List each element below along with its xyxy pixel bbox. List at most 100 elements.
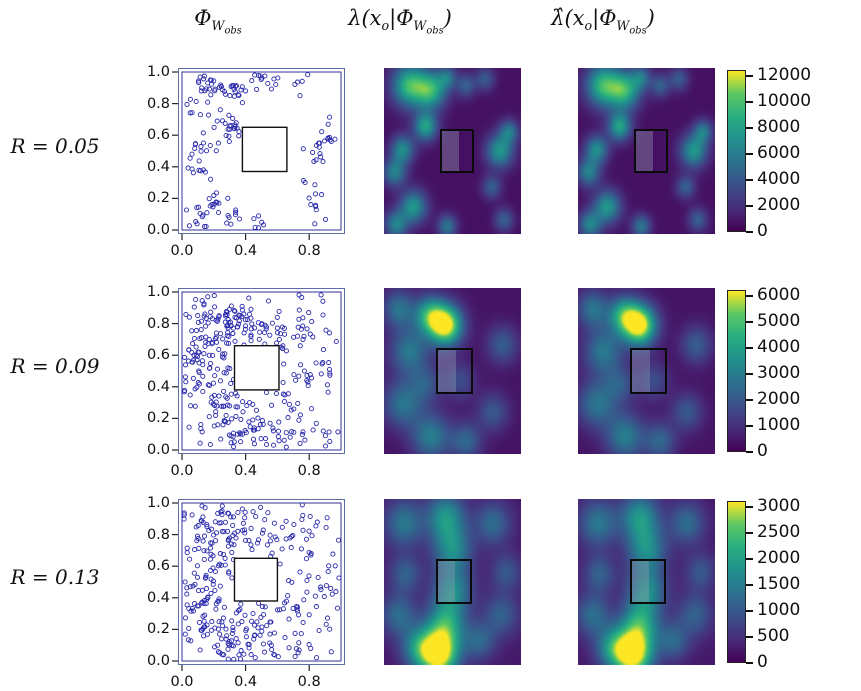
colorbar-tick xyxy=(746,399,753,402)
heatmap-lambda-hat xyxy=(578,499,715,665)
col-header-lambda-hat: λ̂(xo|ΦWobs) xyxy=(551,6,655,37)
y-tick-label: 1.0 xyxy=(146,495,170,511)
window-square-shade xyxy=(442,131,459,171)
colorbar-tick-label: 1000 xyxy=(757,600,801,621)
colorbar-tick xyxy=(746,373,753,376)
colorbar-tick-label: 4000 xyxy=(757,337,801,358)
colorbar-tick-label: 1500 xyxy=(757,574,801,595)
window-square-shade xyxy=(636,131,653,171)
x-tick-label: 0.4 xyxy=(234,463,258,479)
colorbar-gradient xyxy=(727,501,746,663)
colorbar-tick-label: 2000 xyxy=(757,389,801,410)
y-tick-label: 1.0 xyxy=(146,64,170,80)
colorbar-tick-label: 8000 xyxy=(757,117,801,138)
window-square-shade xyxy=(438,349,457,393)
intensity-canvas xyxy=(578,288,715,454)
heatmap-lambda xyxy=(384,68,521,234)
colorbar-tick xyxy=(746,584,753,587)
colorbar-tick-label: 2000 xyxy=(757,548,801,569)
window-square xyxy=(436,347,474,395)
x-tick-label: 0.8 xyxy=(297,463,321,479)
intensity-canvas xyxy=(578,68,715,234)
colorbar-tick xyxy=(746,179,753,182)
y-tick-label: 0.4 xyxy=(146,158,170,175)
y-tick-label: 0.8 xyxy=(146,95,170,112)
col-header-phi: ΦWobs xyxy=(128,6,308,40)
x-tick-label: 0.4 xyxy=(234,674,258,690)
window-square xyxy=(436,558,472,604)
colorbar-tick xyxy=(746,127,753,130)
window-square-shade xyxy=(438,560,456,602)
colorbar-tick xyxy=(746,451,753,453)
intensity-canvas xyxy=(578,499,715,665)
point-pattern-plot xyxy=(172,499,345,671)
colorbar-tick xyxy=(746,347,753,350)
window-square xyxy=(634,129,669,173)
y-tick-label: 0.2 xyxy=(146,410,170,427)
colorbar-tick-label: 0 xyxy=(757,221,768,241)
phi-symbol: Φ xyxy=(194,6,212,30)
colorbar-tick-label: 4000 xyxy=(757,169,801,190)
colorbar-tick xyxy=(746,532,753,535)
colorbar-tick xyxy=(746,321,753,324)
figure-row: R = 0.09 1.0 0.8 0.6 0.4 0.2 0.0 0.0 0.4 0.8 6000… xyxy=(0,284,861,503)
colorbar-tick-label: 5000 xyxy=(757,311,801,332)
colorbar-tick xyxy=(746,425,753,428)
figure-row: R = 0.05 1.0 0.8 0.6 0.4 0.2 0.0 0.0 0.4 0.8 1200… xyxy=(0,64,861,283)
colorbar-tick-label: 2500 xyxy=(757,522,801,543)
colorbar-tick xyxy=(746,506,753,509)
colorbar-tick-label: 6000 xyxy=(757,143,801,164)
colorbar-gradient xyxy=(727,70,746,232)
heatmap-lambda xyxy=(384,288,521,454)
y-tick-label: 0.0 xyxy=(146,442,170,458)
colorbar-tick-label: 1000 xyxy=(757,415,801,436)
window-square xyxy=(630,558,666,604)
colorbar-tick xyxy=(746,558,753,561)
colorbar-tick-label: 10000 xyxy=(757,91,812,112)
y-tick-label: 0.6 xyxy=(146,558,170,575)
x-tick-label: 0.8 xyxy=(297,243,321,259)
x-tick-label: 0.8 xyxy=(297,674,321,690)
y-tick-label: 0.2 xyxy=(146,190,170,207)
colorbar-gradient xyxy=(727,290,746,452)
window-square xyxy=(630,347,668,395)
colorbar-tick-label: 2000 xyxy=(757,195,801,216)
y-tick-label: 0.4 xyxy=(146,589,170,606)
y-tick-label: 0.8 xyxy=(146,526,170,543)
y-tick-label: 0.6 xyxy=(146,127,170,144)
y-tick-label: 0.0 xyxy=(146,653,170,669)
window-square xyxy=(440,129,475,173)
colorbar-tick-label: 0 xyxy=(757,441,768,461)
intensity-canvas xyxy=(384,499,521,665)
point-pattern-plot xyxy=(172,68,345,240)
colorbar-tick-label: 0 xyxy=(757,652,768,672)
phi-subscript: Wobs xyxy=(211,18,242,37)
window-square-shade xyxy=(632,349,651,393)
heatmap-lambda-hat xyxy=(578,288,715,454)
colorbar-tick-label: 6000 xyxy=(757,285,801,306)
heatmap-lambda-hat xyxy=(578,68,715,234)
colorbar-tick xyxy=(746,636,753,639)
y-tick-label: 0.0 xyxy=(146,222,170,238)
colorbar-tick xyxy=(746,231,753,233)
col-header-lambda: λ(xo|ΦWobs) xyxy=(348,6,452,37)
y-tick-label: 0.4 xyxy=(146,378,170,395)
y-tick-label: 0.2 xyxy=(146,621,170,638)
colorbar-tick-label: 3000 xyxy=(757,496,801,517)
x-tick-label: 0.0 xyxy=(170,463,194,479)
y-tick-label: 0.8 xyxy=(146,315,170,332)
row-label: R = 0.09 xyxy=(10,354,100,378)
colorbar-tick-label: 500 xyxy=(757,626,790,647)
colorbar-tick-label: 12000 xyxy=(757,65,812,86)
y-tick-label: 1.0 xyxy=(146,284,170,300)
colorbar-tick xyxy=(746,153,753,156)
colorbar-tick-label: 3000 xyxy=(757,363,801,384)
colorbar-tick xyxy=(746,610,753,613)
row-label: R = 0.05 xyxy=(10,134,100,158)
colorbar-tick xyxy=(746,75,753,78)
x-tick-label: 0.4 xyxy=(234,243,258,259)
colorbar-tick xyxy=(746,295,753,298)
heatmap-lambda xyxy=(384,499,521,665)
row-label: R = 0.13 xyxy=(10,565,100,589)
